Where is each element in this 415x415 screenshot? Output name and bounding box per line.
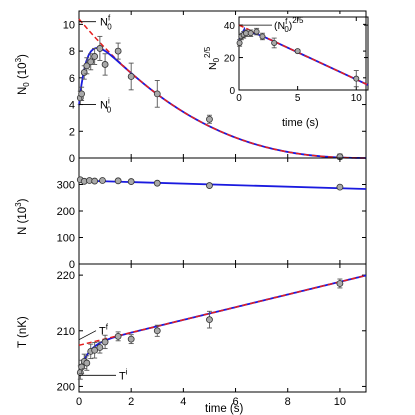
top-point — [127, 73, 135, 80]
top-ytick-label: 2 — [69, 126, 75, 138]
top-annotation-label: Nf 0 — [100, 14, 112, 32]
bottom-point — [153, 327, 161, 335]
bottom-xtick-label: 8 — [285, 396, 291, 408]
middle-ylabel: N (103) — [14, 198, 29, 235]
bottom-point — [114, 332, 122, 340]
middle-point — [336, 183, 344, 191]
top-point — [153, 90, 161, 98]
top-point — [101, 61, 109, 68]
inset-ytick-label: 20 — [224, 54, 236, 65]
top-annotation-label: Ni 0 — [100, 97, 112, 115]
middle-point — [99, 177, 106, 184]
top-fit-red-dashed-tail — [120, 63, 366, 159]
bottom-ytick-label: 200 — [57, 381, 75, 393]
top-point — [206, 115, 213, 123]
middle-panel: 0 100 200 300 N (103) — [14, 157, 367, 271]
bottom-fit-blue — [78, 274, 367, 374]
top-fit-red-dashed — [78, 18, 137, 79]
inset-xtick-label: 10 — [351, 93, 363, 104]
inset-plot-frame — [238, 16, 369, 91]
middle-ytick-label: 300 — [57, 180, 75, 192]
bottom-ytick-label: 220 — [57, 270, 75, 282]
bottom-xtick-label: 4 — [180, 396, 186, 408]
middle-ytick-label: 200 — [57, 206, 75, 218]
inset-annotation-label: (Nf 0)2/5 — [274, 16, 304, 34]
bottom-xtick-label: 0 — [76, 396, 82, 408]
inset-point — [236, 39, 243, 46]
inset-point — [271, 39, 278, 46]
bottom-xlabel: time (s) — [205, 403, 244, 415]
top-ytick-label: 8 — [69, 46, 75, 58]
bottom-point — [206, 316, 213, 324]
bottom-point — [83, 359, 91, 367]
bottom-xtick-label: 10 — [334, 396, 346, 408]
bottom-point — [91, 346, 99, 354]
inset-point — [353, 75, 360, 82]
bottom-annotation-pointer — [78, 330, 97, 341]
middle-ytick-label: 0 — [69, 259, 75, 271]
inset-point — [247, 30, 254, 37]
middle-plot-frame — [78, 157, 367, 265]
top-ytick-label: 10 — [63, 19, 75, 31]
inset-point — [294, 48, 301, 55]
inset-xtick-label: 0 — [236, 93, 242, 104]
inset-panel: 0 20 40 0 5 10 (Nf 0)2/5 N02/5 time (s) — [203, 14, 369, 129]
bottom-point — [127, 335, 135, 343]
top-point — [80, 69, 88, 76]
top-point — [114, 47, 122, 55]
bottom-ytick-label: 210 — [57, 326, 75, 338]
top-point — [78, 90, 86, 98]
bottom-point — [96, 344, 104, 351]
bottom-fit-red-dashed — [78, 274, 367, 346]
bottom-annotation-label: Ti — [119, 367, 128, 382]
bottom-ylabel: T (nK) — [17, 316, 29, 348]
top-point — [87, 58, 95, 66]
bottom-point — [101, 338, 109, 346]
top-point — [91, 53, 99, 60]
middle-point — [91, 177, 99, 185]
top-ytick-label: 6 — [69, 73, 75, 85]
inset-xlabel: time (s) — [282, 117, 319, 129]
top-ytick-label: 0 — [69, 153, 75, 165]
bottom-annotation-label: Tf — [99, 323, 109, 338]
inset-ylabel: N02/5 — [203, 46, 221, 70]
middle-fit-blue — [78, 179, 367, 190]
middle-point — [114, 177, 122, 185]
middle-point — [153, 179, 161, 187]
inset-ytick-label: 0 — [229, 86, 235, 97]
inset-ytick-label: 40 — [224, 21, 236, 32]
middle-ytick-label: 100 — [57, 233, 75, 245]
top-point — [83, 62, 91, 70]
bottom-xtick-label: 6 — [232, 396, 238, 408]
middle-point — [206, 182, 213, 189]
inset-xtick-label: 5 — [295, 93, 301, 104]
bottom-xtick-label: 2 — [128, 396, 134, 408]
bottom-point — [76, 369, 84, 376]
inset-point — [259, 33, 266, 40]
top-point — [96, 45, 104, 52]
top-ylabel: N0 (103) — [14, 54, 31, 95]
inset-point — [253, 28, 260, 35]
bottom-point — [336, 280, 344, 287]
top-ytick-label: 4 — [69, 100, 75, 112]
bottom-panel: 200 210 220 0 2 4 6 8 10 Tf Ti T (nK) time (s) — [17, 263, 367, 415]
bottom-plot-frame — [78, 263, 367, 393]
middle-point — [127, 178, 135, 185]
